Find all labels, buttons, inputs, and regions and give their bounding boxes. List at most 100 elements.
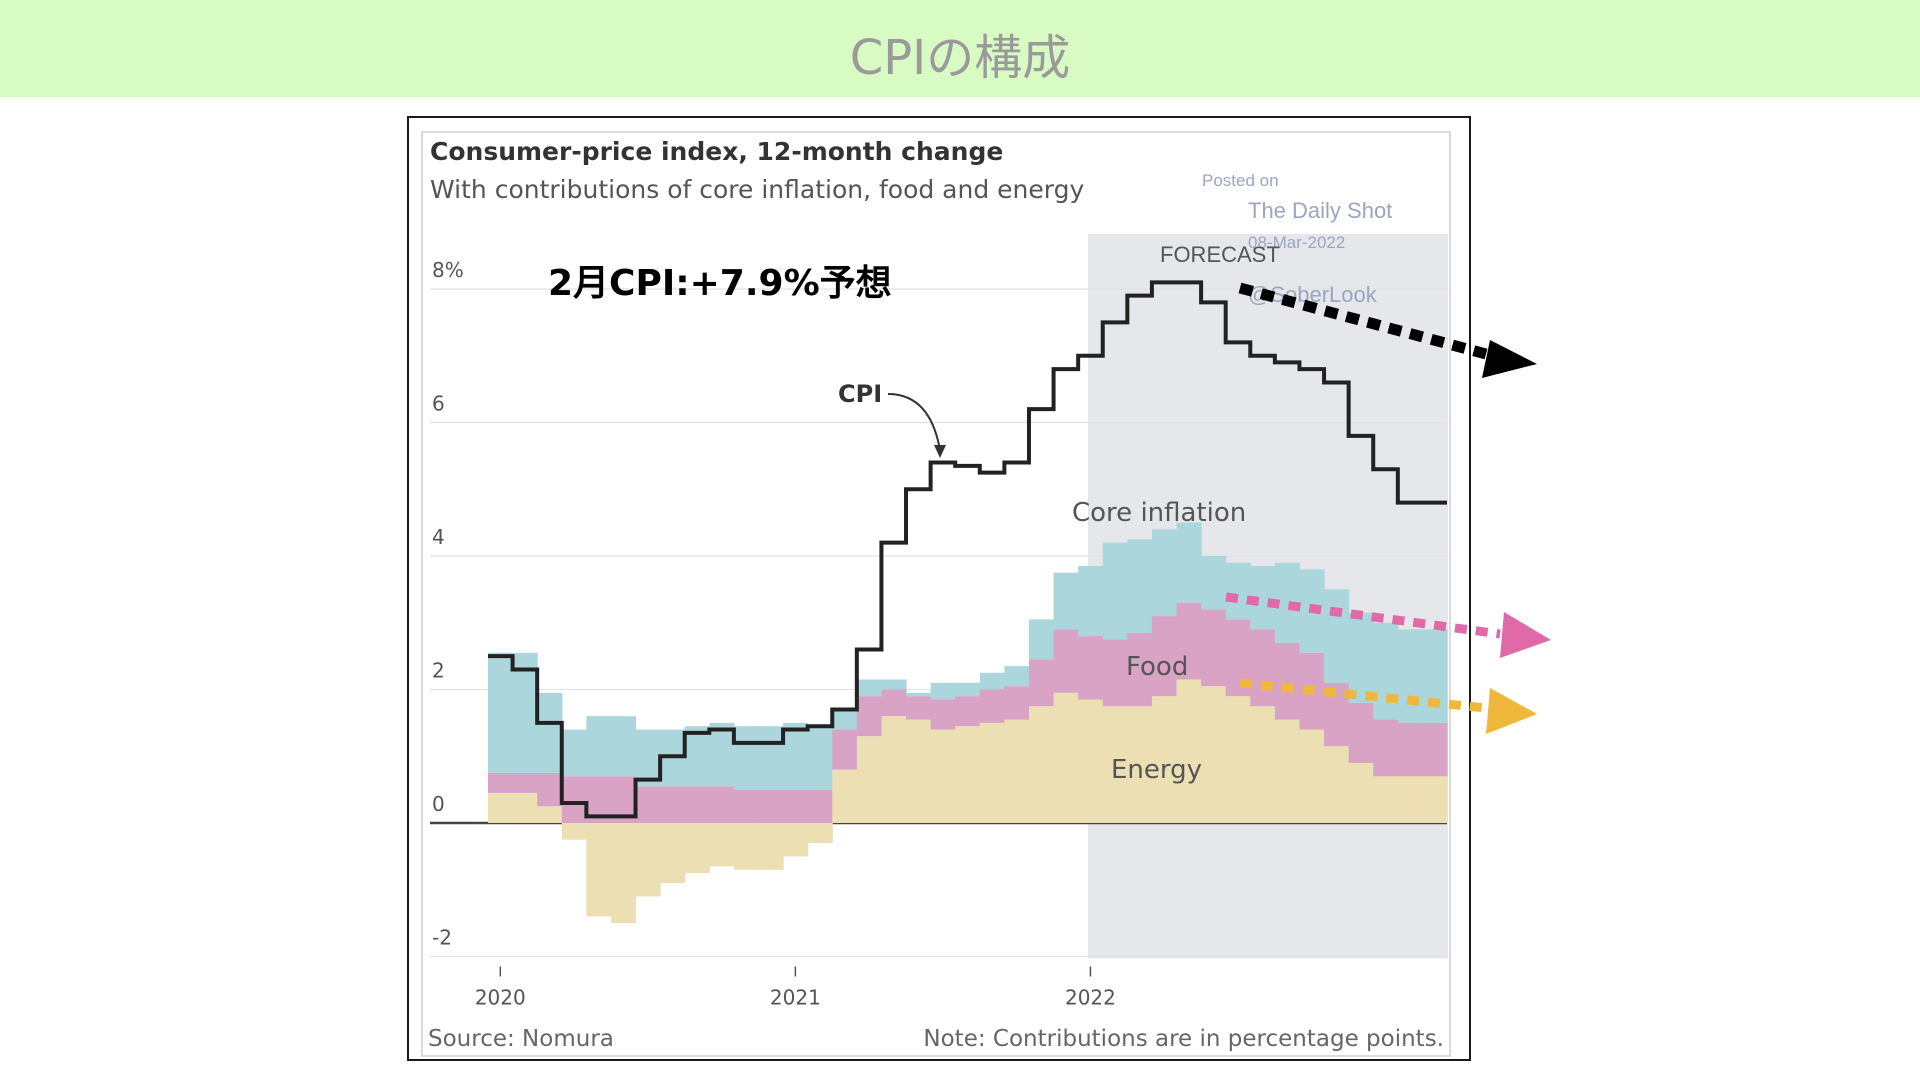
- core-bar: [1324, 589, 1350, 683]
- core-bar: [684, 726, 710, 787]
- watermark-line1: Posted on: [1202, 171, 1279, 190]
- food-bar: [733, 789, 760, 823]
- cpi-line: [488, 280, 1447, 819]
- core-bar: [1004, 666, 1030, 687]
- energy-bar: [881, 716, 907, 823]
- energy-bar: [709, 823, 735, 867]
- y-tick-label: 6: [432, 392, 445, 416]
- y-tick-label: 4: [432, 525, 445, 549]
- energy-bar: [1028, 706, 1055, 823]
- food-bar: [1127, 632, 1153, 707]
- food-bar: [758, 789, 784, 823]
- energy-bar: [856, 736, 883, 823]
- energy-bar: [512, 792, 538, 823]
- energy-bar: [1324, 746, 1350, 823]
- cpi-callout-head: [934, 445, 946, 458]
- core-bar: [1422, 629, 1448, 723]
- food-bar: [1250, 629, 1276, 707]
- food-bar: [1151, 616, 1178, 697]
- core-bar: [1348, 612, 1374, 703]
- core-bar: [1053, 572, 1079, 630]
- food-bar: [635, 786, 661, 823]
- cpi-label: CPI: [838, 380, 882, 408]
- cpi-forecast-annotation: 2月CPI:+7.9%予想: [548, 263, 892, 304]
- food-bar: [488, 772, 514, 793]
- trend-arrows: [1225, 282, 1551, 734]
- core-bar: [561, 729, 587, 777]
- core-bar: [807, 726, 833, 790]
- cpi-callout-line: [887, 393, 941, 451]
- energy-bar: [1053, 692, 1079, 823]
- energy-bar: [979, 722, 1005, 823]
- energy-bar: [537, 806, 563, 823]
- core-bar: [537, 692, 563, 773]
- energy-bar: [1102, 706, 1128, 823]
- food-bar: [1028, 659, 1055, 707]
- core-bar: [1028, 619, 1055, 660]
- line-layer: [488, 280, 1447, 819]
- food-bar: [930, 699, 956, 730]
- area-layer: [488, 522, 1448, 924]
- page-title: CPIの構成: [849, 30, 1071, 86]
- core-bar: [1078, 566, 1104, 637]
- energy-bar: [1151, 696, 1178, 823]
- header-bar: CPIの構成: [0, 0, 1920, 97]
- food-bar: [709, 786, 735, 823]
- food-bar: [1274, 642, 1301, 720]
- x-tick-label: 2021: [770, 986, 821, 1010]
- core-bar: [488, 652, 514, 773]
- core-bar: [512, 652, 538, 773]
- chart-subtitle: With contributions of core inflation, fo…: [430, 175, 1084, 204]
- energy-bar: [660, 823, 686, 884]
- core-bar: [979, 672, 1005, 690]
- core-bar: [758, 726, 784, 790]
- core-bar: [930, 682, 956, 700]
- energy-bar: [807, 823, 833, 844]
- food-bar: [832, 729, 858, 770]
- energy-bar: [1004, 719, 1030, 823]
- energy-bar: [586, 823, 612, 917]
- core-bar: [733, 726, 760, 790]
- y-tick-label: 0: [432, 792, 445, 816]
- food-bar: [561, 776, 587, 823]
- energy-bar: [733, 823, 760, 870]
- energy-bar: [758, 823, 784, 870]
- source-note: Source: Nomura: [428, 1026, 614, 1052]
- food-bar: [684, 786, 710, 823]
- core-bar: [783, 722, 809, 790]
- core-bar: [635, 729, 661, 787]
- food-bar: [1348, 702, 1374, 763]
- energy-bar: [1250, 706, 1276, 823]
- core-bar: [610, 716, 637, 777]
- food-bar: [1176, 602, 1202, 680]
- x-tick-label: 2020: [475, 986, 526, 1010]
- core-bar: [1176, 522, 1202, 603]
- food-bar: [1004, 686, 1030, 720]
- food-bar: [1078, 636, 1104, 700]
- core-bar: [906, 692, 932, 697]
- energy-bar: [783, 823, 809, 857]
- food-label: Food: [1126, 652, 1188, 682]
- energy-trend-arrow-head: [1486, 688, 1537, 734]
- food-bar: [1397, 722, 1424, 777]
- energy-bar: [684, 823, 710, 874]
- food-bar: [1373, 719, 1399, 777]
- energy-bar: [1201, 686, 1227, 823]
- energy-bar: [1078, 699, 1104, 823]
- core-bar: [881, 679, 907, 690]
- food-trend-arrow-head: [1500, 612, 1551, 658]
- food-trend-arrow-line: [1225, 592, 1501, 639]
- food-bar: [1422, 722, 1448, 777]
- y-tick-label: 2: [432, 659, 445, 683]
- x-tick-label: 2022: [1065, 986, 1116, 1010]
- core-bar: [709, 722, 735, 787]
- food-bar: [537, 772, 563, 807]
- food-bar: [1053, 629, 1079, 693]
- food-bar: [1201, 609, 1227, 687]
- forecast-label: FORECAST: [1160, 242, 1280, 267]
- core-bar: [1225, 562, 1251, 620]
- y-tick-label: 8%: [432, 258, 464, 282]
- energy-bar: [1299, 729, 1325, 823]
- energy-bar: [610, 823, 637, 924]
